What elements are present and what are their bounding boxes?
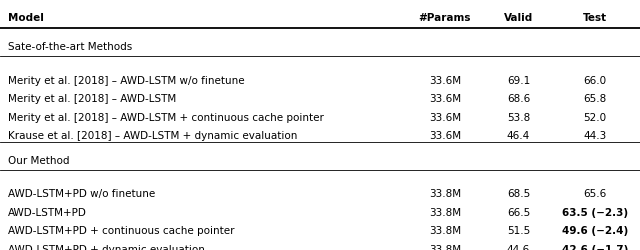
Text: 46.4: 46.4 — [507, 130, 530, 140]
Text: 65.8: 65.8 — [584, 94, 607, 104]
Text: 42.6 (−1.7): 42.6 (−1.7) — [562, 244, 628, 250]
Text: 68.6: 68.6 — [507, 94, 530, 104]
Text: Our Method: Our Method — [8, 155, 69, 165]
Text: 52.0: 52.0 — [584, 112, 607, 122]
Text: 69.1: 69.1 — [507, 75, 530, 85]
Text: 44.3: 44.3 — [584, 130, 607, 140]
Text: 33.8M: 33.8M — [429, 207, 461, 217]
Text: 63.5 (−2.3): 63.5 (−2.3) — [562, 207, 628, 217]
Text: Valid: Valid — [504, 12, 533, 22]
Text: AWD-LSTM+PD w/o finetune: AWD-LSTM+PD w/o finetune — [8, 188, 155, 198]
Text: AWD-LSTM+PD: AWD-LSTM+PD — [8, 207, 86, 217]
Text: Sate-of-the-art Methods: Sate-of-the-art Methods — [8, 42, 132, 52]
Text: 33.6M: 33.6M — [429, 94, 461, 104]
Text: 33.6M: 33.6M — [429, 130, 461, 140]
Text: 44.6: 44.6 — [507, 244, 530, 250]
Text: AWD-LSTM+PD + continuous cache pointer: AWD-LSTM+PD + continuous cache pointer — [8, 225, 234, 235]
Text: Merity et al. [2018] – AWD-LSTM: Merity et al. [2018] – AWD-LSTM — [8, 94, 176, 104]
Text: 68.5: 68.5 — [507, 188, 530, 198]
Text: Model: Model — [8, 12, 44, 22]
Text: 66.5: 66.5 — [507, 207, 530, 217]
Text: 66.0: 66.0 — [584, 75, 607, 85]
Text: Krause et al. [2018] – AWD-LSTM + dynamic evaluation: Krause et al. [2018] – AWD-LSTM + dynami… — [8, 130, 297, 140]
Text: 49.6 (−2.4): 49.6 (−2.4) — [562, 225, 628, 235]
Text: 33.8M: 33.8M — [429, 244, 461, 250]
Text: Test: Test — [583, 12, 607, 22]
Text: 33.8M: 33.8M — [429, 225, 461, 235]
Text: 53.8: 53.8 — [507, 112, 530, 122]
Text: #Params: #Params — [419, 12, 471, 22]
Text: 33.6M: 33.6M — [429, 75, 461, 85]
Text: 33.8M: 33.8M — [429, 188, 461, 198]
Text: Merity et al. [2018] – AWD-LSTM w/o finetune: Merity et al. [2018] – AWD-LSTM w/o fine… — [8, 75, 244, 85]
Text: Merity et al. [2018] – AWD-LSTM + continuous cache pointer: Merity et al. [2018] – AWD-LSTM + contin… — [8, 112, 324, 122]
Text: 51.5: 51.5 — [507, 225, 530, 235]
Text: 65.6: 65.6 — [584, 188, 607, 198]
Text: 33.6M: 33.6M — [429, 112, 461, 122]
Text: AWD-LSTM+PD + dynamic evaluation: AWD-LSTM+PD + dynamic evaluation — [8, 244, 205, 250]
